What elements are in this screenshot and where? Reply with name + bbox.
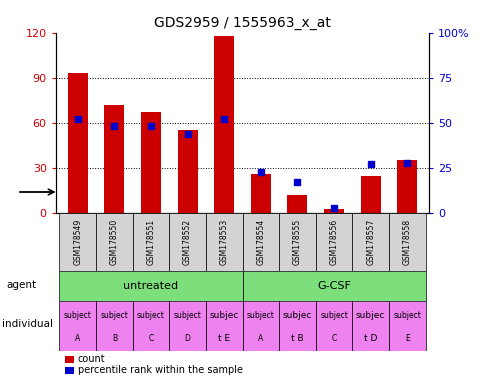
Bar — [104, 105, 124, 213]
Bar — [60, 213, 96, 271]
Bar — [388, 301, 424, 351]
Bar — [287, 195, 307, 213]
Bar — [242, 301, 278, 351]
Bar — [60, 301, 96, 351]
Text: G-CSF: G-CSF — [317, 281, 350, 291]
Bar — [169, 301, 206, 351]
Bar — [206, 301, 242, 351]
Text: subject: subject — [64, 311, 91, 320]
Bar — [133, 213, 169, 271]
Title: GDS2959 / 1555963_x_at: GDS2959 / 1555963_x_at — [154, 16, 330, 30]
Text: t D: t D — [363, 334, 377, 343]
Bar — [351, 213, 388, 271]
Bar — [213, 36, 234, 213]
Text: E: E — [404, 334, 409, 343]
Text: percentile rank within the sample: percentile rank within the sample — [77, 365, 242, 375]
Bar — [278, 213, 315, 271]
Text: subject: subject — [393, 311, 420, 320]
Text: subject: subject — [319, 311, 347, 320]
Text: A: A — [257, 334, 263, 343]
Bar — [169, 213, 206, 271]
Text: C: C — [148, 334, 153, 343]
Text: agent: agent — [6, 280, 36, 290]
Text: subject: subject — [137, 311, 165, 320]
Text: subject: subject — [246, 311, 274, 320]
Text: GSM178551: GSM178551 — [146, 219, 155, 265]
Bar — [396, 161, 416, 213]
Bar — [250, 174, 271, 213]
Text: t E: t E — [218, 334, 230, 343]
Bar — [315, 213, 351, 271]
Text: GSM178557: GSM178557 — [365, 219, 374, 265]
Bar — [242, 271, 424, 301]
Bar — [177, 131, 197, 213]
Text: D: D — [184, 334, 190, 343]
Bar — [242, 213, 278, 271]
Text: GSM178550: GSM178550 — [110, 219, 119, 265]
Text: GSM178553: GSM178553 — [219, 219, 228, 265]
Text: A: A — [75, 334, 80, 343]
Text: C: C — [331, 334, 336, 343]
Bar — [351, 301, 388, 351]
Text: GSM178552: GSM178552 — [182, 219, 192, 265]
Bar — [206, 213, 242, 271]
Text: subjec: subjec — [355, 311, 384, 320]
Text: subject: subject — [173, 311, 201, 320]
Bar — [323, 209, 343, 213]
Text: t B: t B — [290, 334, 303, 343]
Text: GSM178556: GSM178556 — [329, 219, 338, 265]
Text: individual: individual — [2, 319, 53, 329]
Text: subjec: subjec — [209, 311, 239, 320]
Text: subject: subject — [100, 311, 128, 320]
Text: GSM178549: GSM178549 — [73, 219, 82, 265]
Bar — [315, 301, 351, 351]
Bar — [68, 73, 88, 213]
Bar — [141, 113, 161, 213]
Text: B: B — [112, 334, 117, 343]
Text: GSM178554: GSM178554 — [256, 219, 265, 265]
Text: GSM178558: GSM178558 — [402, 219, 411, 265]
Bar — [133, 301, 169, 351]
Bar — [96, 213, 133, 271]
Text: untreated: untreated — [123, 281, 178, 291]
Bar — [388, 213, 424, 271]
Bar — [60, 271, 242, 301]
Bar — [96, 301, 133, 351]
Bar — [360, 175, 380, 213]
Bar — [278, 301, 315, 351]
Text: GSM178555: GSM178555 — [292, 219, 302, 265]
Text: subjec: subjec — [282, 311, 312, 320]
Text: count: count — [77, 354, 105, 364]
